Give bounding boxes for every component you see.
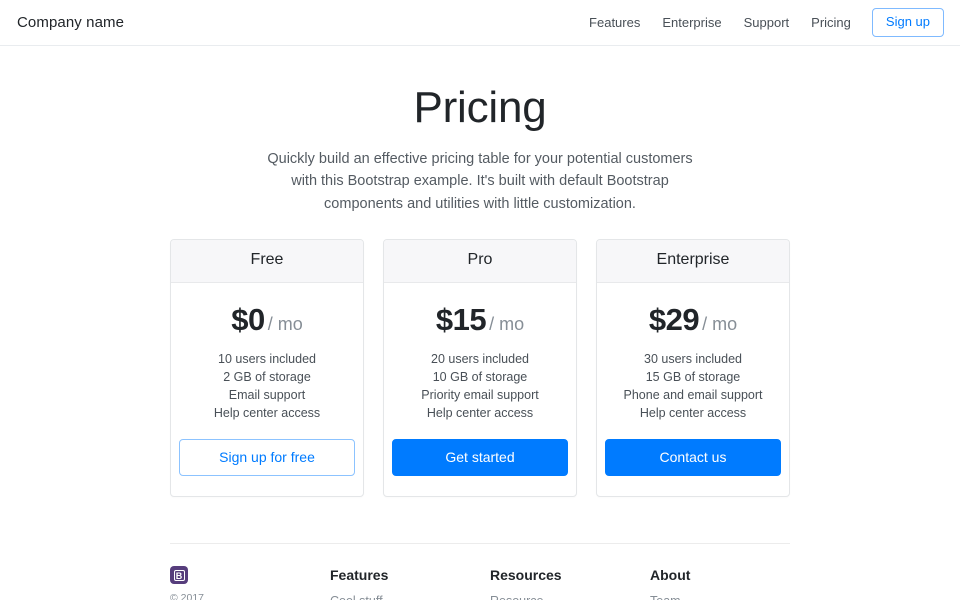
card-header: Free: [171, 240, 363, 283]
price-amount: $0: [231, 301, 265, 337]
plan-price: $0/ mo: [179, 301, 355, 337]
sign-up-button[interactable]: Sign up: [871, 8, 944, 37]
plan-name: Enterprise: [656, 251, 730, 268]
primary-navigation: Features Enterprise Support Pricing Sign…: [578, 8, 944, 37]
footer-column-title: Resources: [490, 567, 562, 584]
feature-item: 20 users included: [431, 351, 529, 366]
contact-us-button[interactable]: Contact us: [605, 438, 781, 477]
nav-link-enterprise[interactable]: Enterprise: [662, 14, 722, 30]
card-header: Enterprise: [597, 240, 789, 283]
footer-divider: [170, 543, 790, 545]
feature-item: 15 GB of storage: [645, 369, 741, 384]
get-started-button[interactable]: Get started: [392, 438, 568, 477]
nav-link-features[interactable]: Features: [589, 14, 641, 30]
bootstrap-logo-icon: B: [170, 566, 188, 585]
card-body: $29/ mo 30 users included 15 GB of stora…: [597, 283, 789, 497]
list-item: Resource: [490, 592, 650, 600]
plan-feature-list: 10 users included 2 GB of storage Email …: [179, 350, 355, 422]
footer-brand: B © 2017: [170, 566, 330, 600]
plan-name: Pro: [467, 251, 493, 268]
feature-item: Help center access: [426, 405, 534, 420]
feature-item: Help center access: [639, 405, 747, 420]
plan-price: $29/ mo: [605, 301, 781, 337]
sign-up-for-free-button[interactable]: Sign up for free: [179, 438, 355, 477]
plan-feature-list: 30 users included 15 GB of storage Phone…: [605, 350, 781, 422]
plan-price: $15/ mo: [392, 301, 568, 337]
footer-column-about: About Team Locations Privacy Terms: [650, 566, 810, 600]
footer-link-list: Resource Resource name Another resource …: [490, 592, 650, 600]
feature-item: Email support: [228, 387, 306, 402]
price-amount: $15: [435, 301, 487, 337]
pricing-card-enterprise: Enterprise $29/ mo 30 users included 15 …: [596, 239, 790, 498]
footer-column-features: Features Cool stuff Random feature Team …: [330, 566, 490, 600]
nav-link-pricing[interactable]: Pricing: [811, 14, 851, 30]
card-header: Pro: [384, 240, 576, 283]
price-period: / mo: [267, 313, 303, 334]
footer-column-resources: Resources Resource Resource name Another…: [490, 566, 650, 600]
footer-column-title: Features: [330, 567, 389, 584]
list-item: Cool stuff: [330, 592, 490, 600]
price-period: / mo: [489, 313, 525, 334]
footer-wrapper: B © 2017 Features Cool stuff Random feat…: [0, 543, 960, 600]
footer-column-title: About: [650, 567, 691, 584]
page-title: Pricing: [413, 83, 547, 132]
top-navbar: Company name Features Enterprise Support…: [0, 0, 960, 46]
plan-name: Free: [250, 251, 284, 268]
card-body: $0/ mo 10 users included 2 GB of storage…: [171, 283, 363, 497]
feature-item: 2 GB of storage: [223, 369, 311, 384]
pricing-card-pro: Pro $15/ mo 20 users included 10 GB of s…: [383, 239, 577, 498]
copyright-text: © 2017: [170, 592, 205, 600]
site-footer: B © 2017 Features Cool stuff Random feat…: [170, 544, 790, 600]
pricing-card-free: Free $0/ mo 10 users included 2 GB of st…: [170, 239, 364, 498]
feature-item: Help center access: [213, 405, 321, 420]
list-item: Team: [650, 592, 810, 600]
footer-link[interactable]: Cool stuff: [330, 593, 383, 600]
card-body: $15/ mo 20 users included 10 GB of stora…: [384, 283, 576, 497]
price-period: / mo: [702, 313, 738, 334]
footer-link-list: Cool stuff Random feature Team feature S…: [330, 592, 490, 600]
brand-logo[interactable]: Company name: [17, 14, 125, 31]
footer-link[interactable]: Team: [650, 593, 681, 600]
bootstrap-logo-letter: B: [173, 569, 185, 581]
feature-item: Phone and email support: [623, 387, 763, 402]
feature-item: 10 GB of storage: [432, 369, 528, 384]
plan-feature-list: 20 users included 10 GB of storage Prior…: [392, 350, 568, 422]
pricing-header: Pricing Quickly build an effective prici…: [0, 46, 960, 215]
feature-item: 30 users included: [644, 351, 742, 366]
nav-link-support[interactable]: Support: [743, 14, 790, 30]
footer-link[interactable]: Resource: [490, 593, 544, 600]
feature-item: 10 users included: [218, 351, 316, 366]
feature-item: Priority email support: [421, 387, 539, 402]
pricing-card-deck: Free $0/ mo 10 users included 2 GB of st…: [0, 239, 960, 498]
footer-link-list: Team Locations Privacy Terms: [650, 592, 810, 600]
price-amount: $29: [648, 301, 700, 337]
page-subtitle: Quickly build an effective pricing table…: [267, 150, 693, 212]
